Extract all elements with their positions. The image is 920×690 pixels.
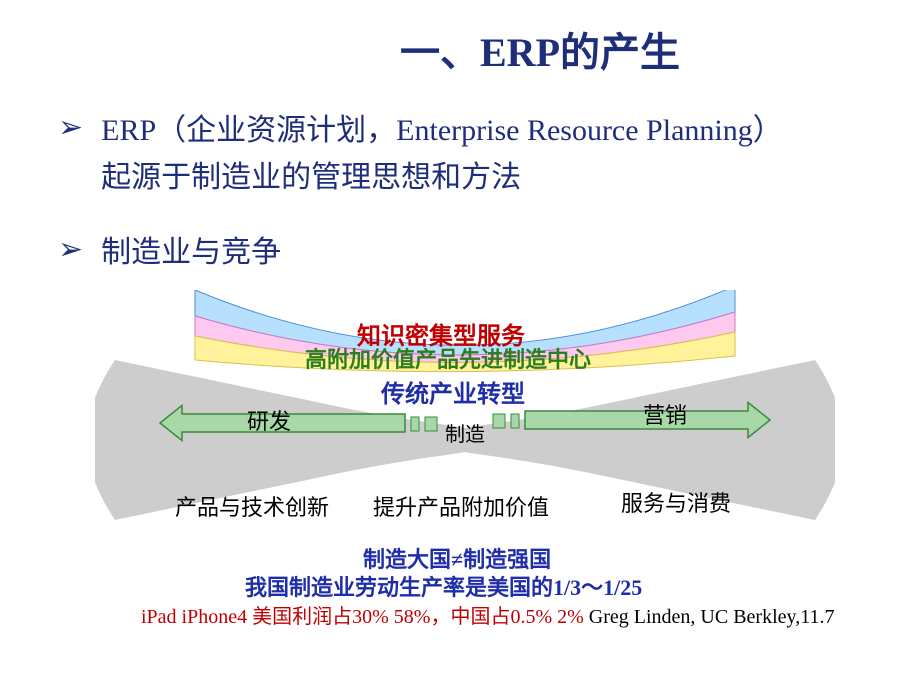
label-product-innov: 产品与技术创新 [175, 490, 329, 522]
footer-line-2: 我国制造业劳动生产率是美国的1/3～1/25 [245, 570, 642, 602]
label-service-consume: 服务与消费 [621, 486, 731, 518]
label-marketing: 营销 [643, 398, 687, 430]
bullet-glyph-icon: ➢ [58, 230, 83, 269]
bullet-2-text: 制造业与竞争 [101, 230, 281, 277]
bullet-1: ➢ ERP（企业资源计划，Enterprise Resource Plannin… [58, 108, 798, 201]
citation-line: iPad iPhone4 美国利润占30% 58%，中国占0.5% 2% Gre… [141, 600, 834, 629]
smile-curve-diagram: 知识密集型服务 高附加价值产品先进制造中心 传统产业转型 研发 制造 营销 产品… [95, 290, 835, 590]
label-add-value: 提升产品附加价值 [373, 490, 549, 522]
label-manufacture: 制造 [445, 418, 485, 447]
bullet-2: ➢ 制造业与竞争 [58, 230, 798, 277]
bullet-1-text: ERP（企业资源计划，Enterprise Resource Planning）… [101, 108, 798, 201]
label-rd: 研发 [247, 404, 291, 436]
bullet-glyph-icon: ➢ [58, 108, 83, 147]
label-traditional: 传统产业转型 [381, 374, 525, 409]
label-high-value: 高附加价值产品先进制造中心 [305, 342, 591, 374]
page-title: 一、ERP的产生 [400, 20, 680, 78]
